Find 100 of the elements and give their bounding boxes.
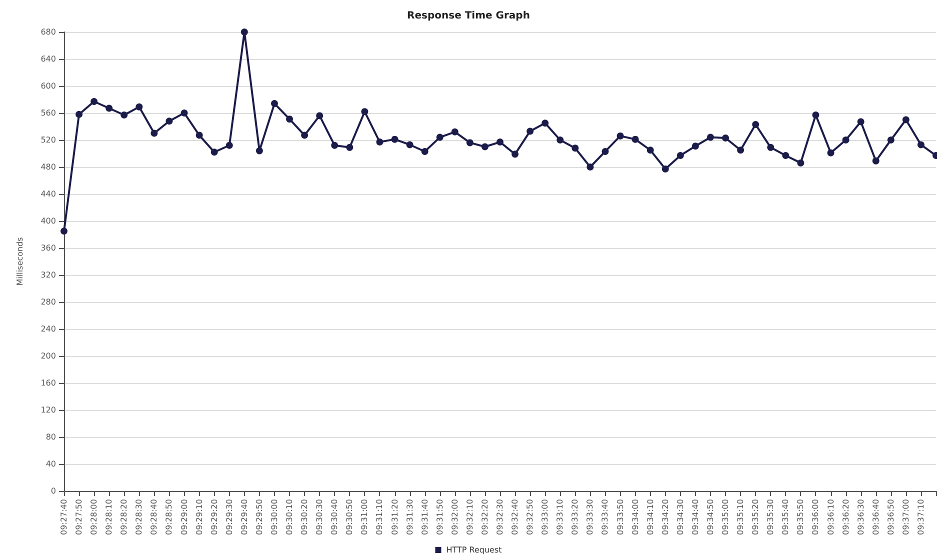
point xyxy=(376,138,384,146)
chart-title: Response Time Graph xyxy=(407,10,530,22)
y-tick-label: 640 xyxy=(40,54,56,64)
point xyxy=(917,141,924,148)
y-tick-label: 160 xyxy=(40,378,56,388)
point xyxy=(346,144,354,151)
x-tick-label: 09:34:40 xyxy=(690,499,700,535)
x-tick-label: 09:31:00 xyxy=(360,499,370,535)
point xyxy=(752,120,760,128)
x-tick-label: 09:31:50 xyxy=(435,499,444,535)
x-tick-label: 09:36:10 xyxy=(826,499,836,535)
y-tick-label: 80 xyxy=(46,432,56,442)
x-tick-label: 09:30:30 xyxy=(315,499,324,535)
point xyxy=(240,28,248,36)
point xyxy=(256,147,263,154)
point xyxy=(662,166,669,173)
y-tick-label: 240 xyxy=(40,324,56,334)
legend-label: HTTP Request xyxy=(446,546,502,554)
x-tick-label: 09:29:50 xyxy=(254,499,264,535)
point xyxy=(842,136,850,144)
point xyxy=(196,132,203,139)
point xyxy=(782,152,790,160)
point xyxy=(90,98,98,106)
point xyxy=(166,118,173,125)
y-tick-label: 320 xyxy=(40,270,56,280)
point xyxy=(586,164,594,170)
point xyxy=(632,136,639,143)
x-tick-label: 09:34:00 xyxy=(630,499,640,535)
x-tick-label: 09:32:30 xyxy=(496,499,504,535)
x-tick-label: 09:35:40 xyxy=(781,499,790,535)
point xyxy=(572,144,579,152)
y-tick-label: 400 xyxy=(40,216,56,226)
x-tick-label: 09:32:40 xyxy=(510,499,520,535)
x-tick-label: 09:31:10 xyxy=(375,499,384,535)
point xyxy=(872,157,880,164)
point xyxy=(451,128,458,136)
point xyxy=(210,148,218,156)
x-tick-label: 09:35:50 xyxy=(796,499,806,535)
x-tick-label: 09:37:10 xyxy=(916,499,926,535)
x-tick-label: 09:34:30 xyxy=(676,499,685,535)
x-tick-label: 09:34:10 xyxy=(646,499,655,535)
point xyxy=(827,149,834,156)
point xyxy=(286,116,294,123)
x-tick-label: 09:36:40 xyxy=(871,499,880,535)
x-tick-label: 09:32:10 xyxy=(465,499,474,535)
x-tick-label: 09:32:00 xyxy=(450,499,460,535)
point xyxy=(316,112,324,120)
point xyxy=(512,150,519,158)
x-tick-label: 09:30:20 xyxy=(300,499,310,535)
point xyxy=(616,132,624,140)
point xyxy=(797,159,804,166)
x-tick-label: 09:30:10 xyxy=(285,499,294,535)
x-tick-label: 09:30:00 xyxy=(270,499,279,535)
x-tick-label: 09:28:20 xyxy=(120,499,129,535)
y-tick-label: 440 xyxy=(40,190,56,198)
x-tick-label: 09:27:40 xyxy=(60,499,68,535)
point xyxy=(106,104,113,112)
point xyxy=(421,148,428,155)
point xyxy=(767,144,774,151)
point xyxy=(60,228,68,235)
x-tick-label: 09:34:50 xyxy=(706,499,715,535)
point xyxy=(270,100,278,108)
point xyxy=(406,141,414,148)
x-tick-label: 09:33:20 xyxy=(570,499,580,535)
point xyxy=(602,148,609,155)
x-tick-label: 09:36:20 xyxy=(841,499,850,535)
y-tick-label: 520 xyxy=(40,136,56,144)
point xyxy=(542,120,549,127)
x-tick-label: 09:30:40 xyxy=(330,499,340,535)
point xyxy=(391,136,398,143)
y-tick-label: 560 xyxy=(40,108,56,118)
x-tick-label: 09:37:00 xyxy=(901,499,910,535)
x-tick-label: 09:33:00 xyxy=(540,499,550,535)
point xyxy=(902,116,910,124)
point xyxy=(692,142,699,150)
point xyxy=(361,108,368,116)
y-tick-label: 480 xyxy=(40,162,56,172)
x-tick-label: 09:28:50 xyxy=(164,499,174,535)
x-tick-label: 09:35:30 xyxy=(766,499,776,535)
x-tick-label: 09:36:00 xyxy=(811,499,820,535)
point xyxy=(706,134,714,141)
y-tick-label: 280 xyxy=(40,298,56,306)
point xyxy=(226,142,233,149)
x-tick-label: 09:31:20 xyxy=(390,499,400,535)
x-tick-label: 09:28:40 xyxy=(150,499,159,535)
x-tick-label: 09:35:20 xyxy=(751,499,760,535)
point xyxy=(812,112,820,119)
x-tick-label: 09:36:50 xyxy=(886,499,896,535)
point xyxy=(857,118,864,126)
y-tick-label: 40 xyxy=(46,460,56,468)
point xyxy=(526,128,534,135)
x-tick-label: 09:32:50 xyxy=(526,499,535,535)
y-tick-label: 120 xyxy=(40,406,56,414)
x-tick-label: 09:29:40 xyxy=(240,499,249,535)
x-tick-label: 09:33:40 xyxy=(600,499,610,535)
x-tick-label: 09:33:10 xyxy=(556,499,565,535)
point xyxy=(676,152,684,160)
x-tick-label: 09:29:00 xyxy=(180,499,189,535)
point xyxy=(887,136,894,144)
x-tick-label: 09:31:40 xyxy=(420,499,430,535)
